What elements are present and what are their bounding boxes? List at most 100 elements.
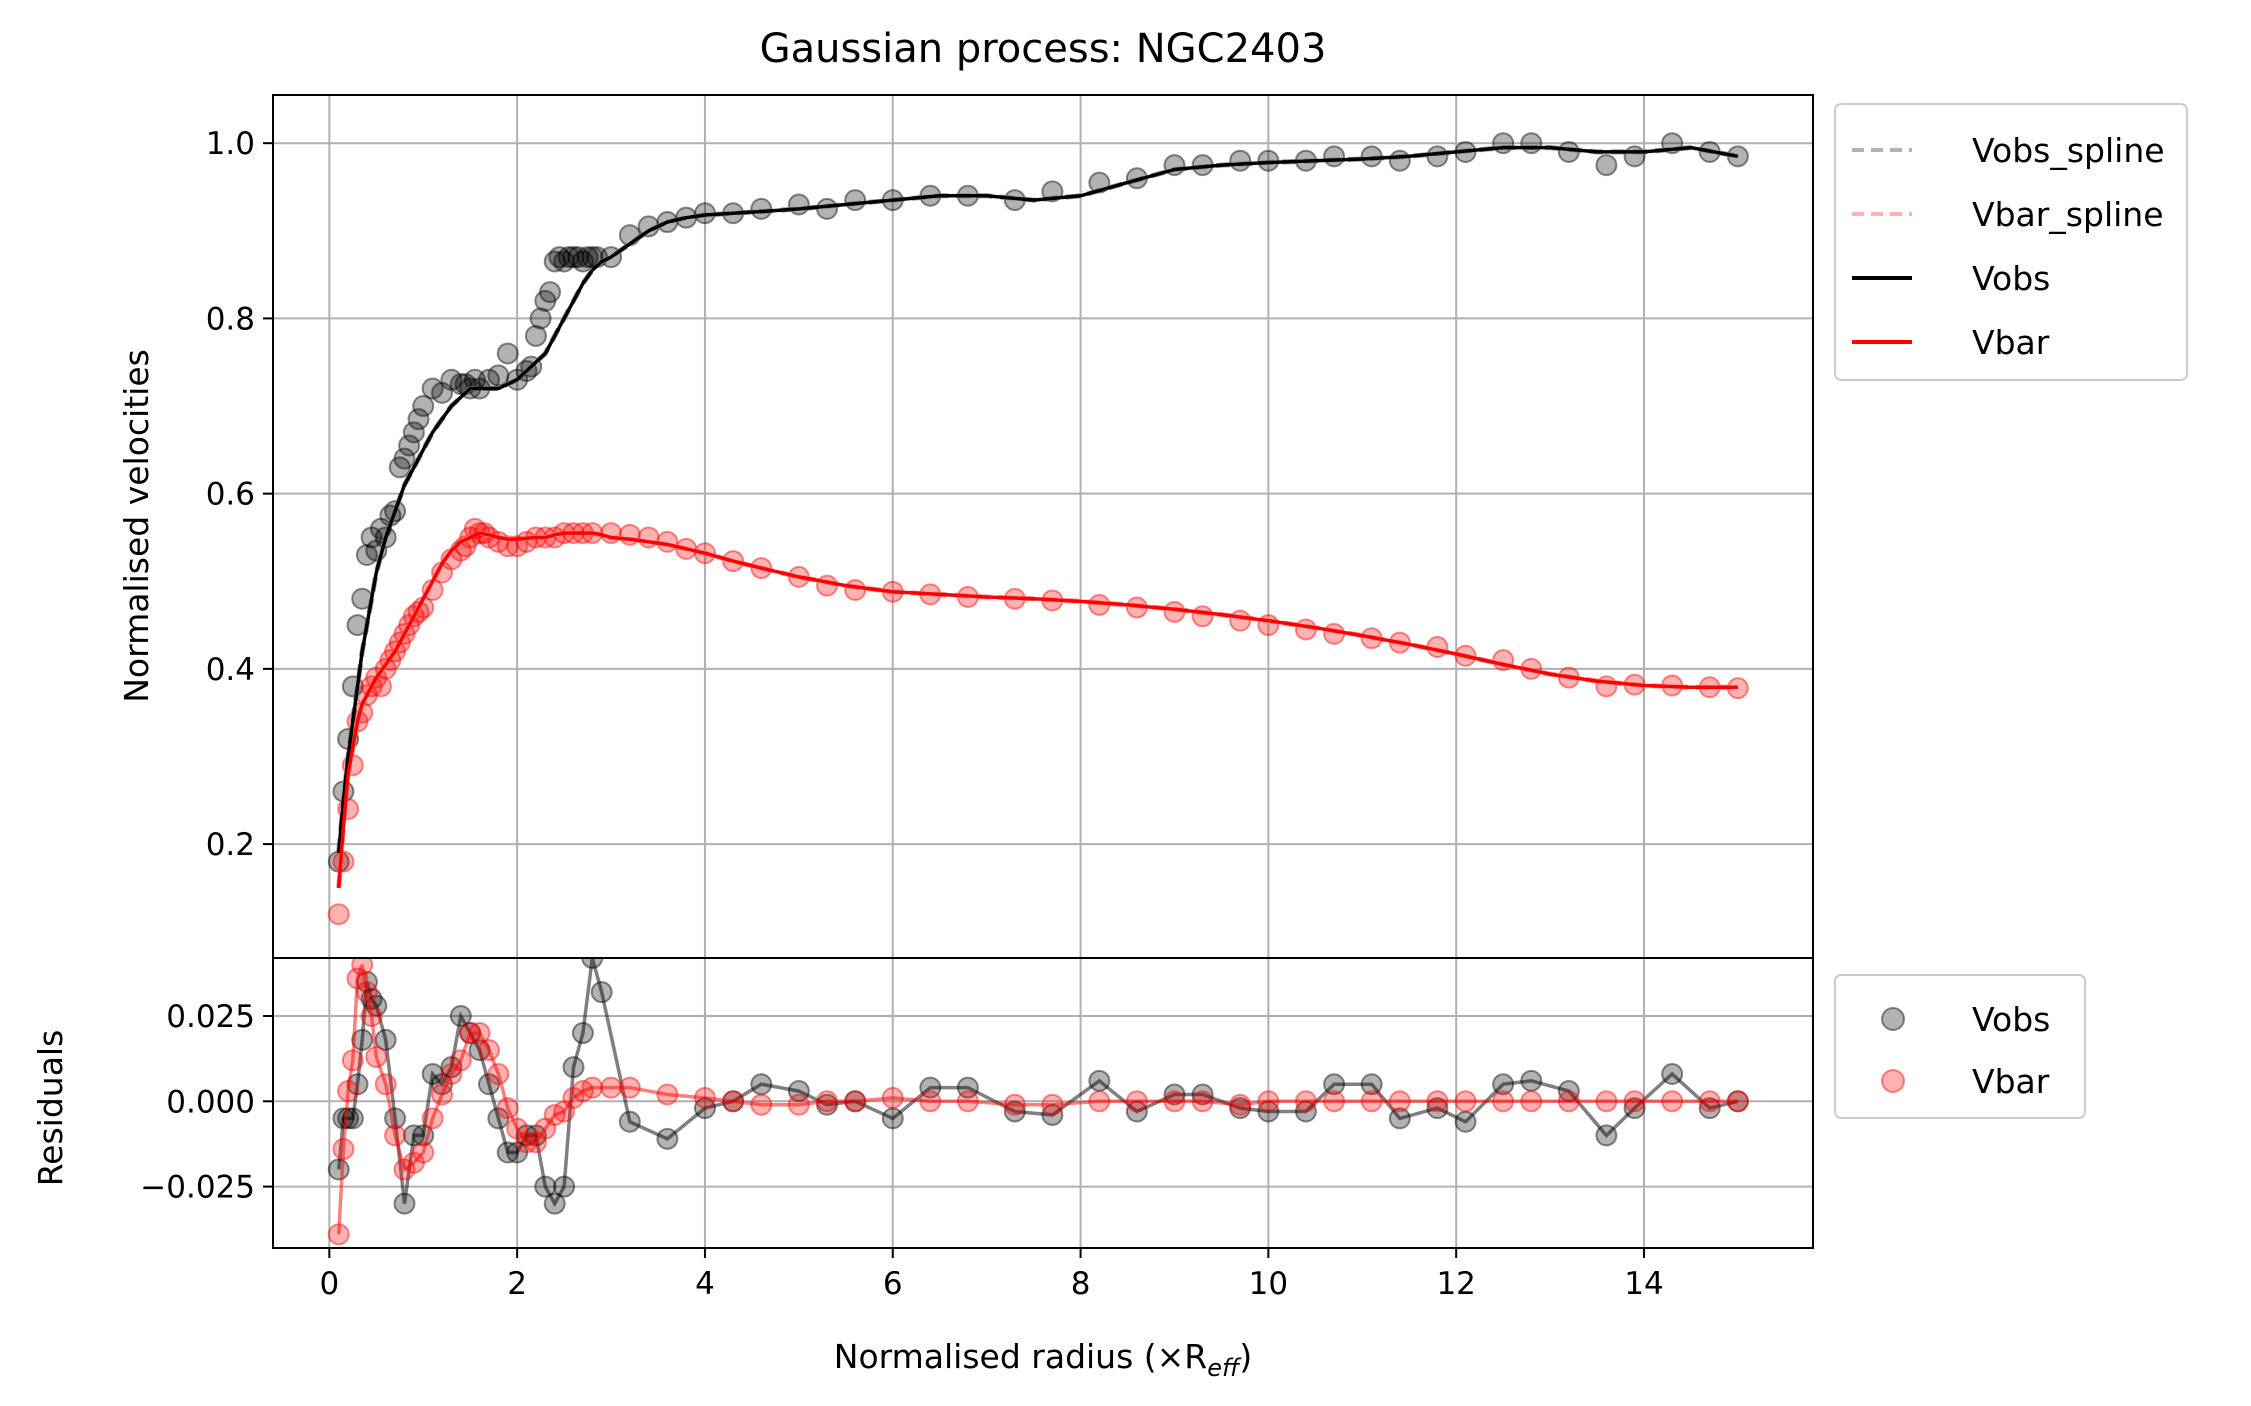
- residuals-point-vobs-59: [1520, 1069, 1543, 1092]
- residuals-point-vbar-25: [524, 1131, 547, 1154]
- velocity-point-vobs-16: [402, 421, 425, 444]
- residuals-point-vobs-53: [1323, 1073, 1346, 1096]
- residuals-point-vbar-62: [1623, 1090, 1646, 1113]
- residuals-grid: [273, 958, 1813, 1248]
- velocity-point-vbar-60: [1229, 609, 1252, 632]
- residuals-point-vbar-49: [1191, 1090, 1214, 1113]
- residuals-y-tick-label-0: 0.025: [166, 999, 255, 1035]
- residuals-point-vobs-46: [1088, 1069, 1111, 1092]
- residuals-point-vbar-42: [919, 1090, 942, 1113]
- velocity-point-vobs-29: [496, 342, 519, 365]
- residuals-point-vbar-33: [618, 1076, 641, 1099]
- velocity-point-vobs-73: [1426, 145, 1449, 168]
- velocity-point-vbar-1: [332, 850, 355, 873]
- x-axis-label-subscript: eff: [1207, 1354, 1242, 1382]
- residuals-point-vbar-30: [571, 1080, 594, 1103]
- residuals-point-vbar-55: [1388, 1090, 1411, 1113]
- residuals-point-vobs-20: [477, 1073, 500, 1096]
- residuals-point-vobs-33: [618, 1110, 641, 1133]
- velocity-point-vobs-7: [360, 526, 383, 549]
- velocity-point-vobs-79: [1623, 145, 1646, 168]
- velocity-point-vbar-59: [1191, 605, 1214, 628]
- residuals-legend-frame: [1834, 974, 2086, 1119]
- velocity-point-vobs-76: [1520, 132, 1543, 155]
- residuals-point-vobs-27: [543, 1192, 566, 1215]
- residuals-point-vbar-20: [477, 1039, 500, 1062]
- velocity-point-vobs-15: [398, 434, 421, 457]
- velocity-y-tick-label-1: 0.4: [206, 652, 255, 688]
- residuals-point-vobs-42: [919, 1076, 942, 1099]
- residuals-point-vobs-64: [1698, 1097, 1721, 1120]
- residuals-legend: Vobs Vbar: [1834, 974, 2086, 1119]
- residuals-point-vbar-12: [402, 1151, 425, 1174]
- residuals-point-vbar-37: [750, 1093, 773, 1116]
- residuals-point-vobs-22: [496, 1141, 519, 1164]
- velocity-legend-frame: [1834, 103, 2188, 381]
- velocity-point-vobs-72: [1388, 149, 1411, 172]
- residuals-point-vbar-2: [337, 1080, 360, 1103]
- residuals-point-vbar-5: [351, 958, 374, 976]
- residuals-line-vobs: [336, 958, 1739, 1208]
- residuals-point-vobs-30: [571, 1022, 594, 1045]
- residuals-point-vbar-18: [459, 1022, 482, 1045]
- velocity-line-vobs: [336, 145, 1739, 854]
- residuals-point-vbar-28: [553, 1100, 576, 1123]
- residuals-point-vbar-6: [355, 981, 378, 1004]
- residuals-point-vbar-19: [468, 1022, 491, 1045]
- residuals-point-vbar-24: [515, 1131, 538, 1154]
- velocity-point-vobs-34: [529, 307, 552, 330]
- residuals-point-vobs-21: [487, 1107, 510, 1130]
- velocity-point-vobs-14: [393, 447, 416, 470]
- velocity-point-vobs-39: [553, 250, 576, 273]
- residuals-point-vobs-23: [506, 1141, 529, 1164]
- velocity-point-vobs-44: [576, 246, 599, 269]
- residuals-point-vobs-38: [787, 1080, 810, 1103]
- velocity-point-vobs-21: [440, 368, 463, 391]
- velocity-legend: Vobs_spline Vbar_spline Vobs Vbar: [1834, 103, 2188, 381]
- residuals-point-vbar-0: [327, 1223, 350, 1246]
- residuals-point-vbar-45: [1041, 1093, 1064, 1116]
- residuals-point-vbar-41: [881, 1086, 904, 1109]
- velocity-point-vobs-18: [412, 395, 435, 418]
- residuals-point-vbar-9: [374, 1073, 397, 1096]
- residuals-point-vbar-52: [1294, 1090, 1317, 1113]
- velocity-point-vobs-33: [524, 324, 547, 347]
- residuals-point-vbar-46: [1088, 1090, 1111, 1113]
- residuals-legend-label-vobs: Vobs: [1972, 1000, 2050, 1039]
- residuals-point-vobs-12: [402, 1124, 425, 1147]
- velocity-legend-label-vobs-spline: Vobs_spline: [1972, 131, 2165, 170]
- residuals-point-vobs-61: [1595, 1124, 1618, 1147]
- x-tick-label-6: 12: [1436, 1266, 1475, 1302]
- residuals-point-vobs-41: [881, 1107, 904, 1130]
- residuals-point-vbar-8: [365, 1045, 388, 1068]
- residuals-point-vbar-35: [693, 1086, 716, 1109]
- residuals-point-vbar-27: [543, 1103, 566, 1126]
- velocity-point-vobs-67: [1229, 149, 1252, 172]
- residuals-point-vbar-53: [1323, 1090, 1346, 1113]
- velocity-point-vobs-35: [534, 289, 557, 312]
- residuals-point-vbar-31: [581, 1076, 604, 1099]
- residuals-legend-swatch-vobs: [1881, 1007, 1905, 1031]
- residuals-point-vobs-0: [327, 1158, 350, 1181]
- residuals-point-vbar-21: [487, 1063, 510, 1085]
- velocity-point-vobs-37: [543, 250, 566, 273]
- velocity-point-vobs-20: [431, 381, 454, 404]
- residuals-point-vbar-3: [341, 1049, 364, 1072]
- residuals-point-vobs-57: [1454, 1110, 1477, 1133]
- velocity-point-vobs-57: [844, 189, 867, 212]
- residuals-point-vbar-38: [787, 1093, 810, 1116]
- residuals-point-vbar-11: [393, 1158, 416, 1181]
- velocity-line-vbar: [336, 531, 1738, 889]
- residuals-x-ticks: 0 2 4 6 8 10 12 14: [319, 1248, 1664, 1302]
- residuals-point-vbar-51: [1257, 1090, 1280, 1113]
- residuals-point-vbar-4: [346, 967, 369, 990]
- x-tick-label-1: 2: [507, 1266, 527, 1302]
- x-tick-label-0: 0: [319, 1266, 339, 1302]
- residuals-point-vbar-23: [506, 1117, 529, 1140]
- velocity-y-tick-label-4: 1.0: [206, 126, 255, 162]
- residuals-point-vbar-22: [496, 1097, 519, 1120]
- velocity-point-vobs-78: [1595, 154, 1618, 177]
- velocity-y-tick-label-3: 0.8: [206, 301, 255, 337]
- x-tick-label-3: 6: [883, 1266, 903, 1302]
